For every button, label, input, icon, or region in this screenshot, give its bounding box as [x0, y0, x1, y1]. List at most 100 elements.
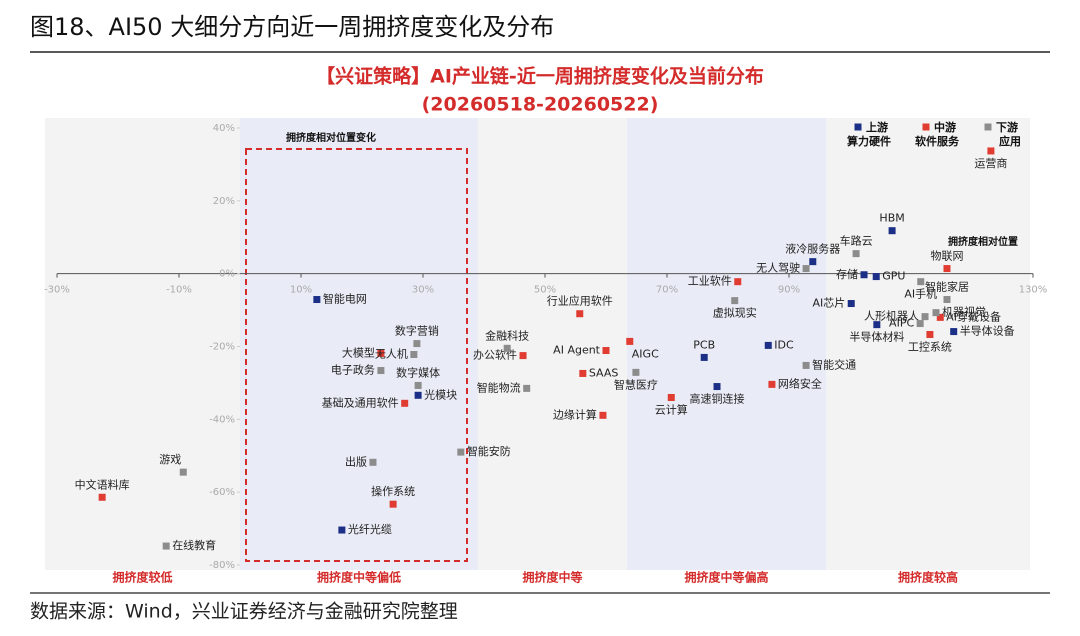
point-label: 电子政务	[331, 363, 375, 377]
data-point	[162, 542, 170, 550]
x-tick-label: 10%	[290, 285, 312, 296]
x-tick-label: 30%	[412, 285, 434, 296]
point-label: 半导体设备	[960, 324, 1015, 338]
data-point	[414, 391, 422, 399]
data-point	[457, 448, 465, 456]
band-background	[627, 118, 826, 570]
annotation: 拥挤度相对位置	[948, 235, 1018, 248]
legend-marker	[922, 123, 930, 131]
x-tick-label: 70%	[656, 285, 678, 296]
x-tick-label: 130%	[1019, 285, 1048, 296]
data-point	[932, 309, 940, 317]
point-label: 工业软件	[688, 274, 732, 288]
point-label: 车路云	[840, 234, 873, 248]
point-label: 大模型	[342, 345, 375, 359]
point-label: 出版	[345, 454, 367, 468]
data-point	[413, 340, 421, 348]
data-point	[809, 258, 817, 266]
data-point	[917, 278, 925, 286]
data-point	[943, 296, 951, 304]
data-point	[936, 313, 944, 321]
legend-label: 上游	[866, 120, 888, 134]
point-label: 游戏	[159, 453, 181, 466]
data-point	[888, 227, 896, 235]
data-point	[579, 369, 587, 377]
data-point	[377, 349, 385, 357]
legend-marker	[854, 123, 862, 131]
chart-subtitle: (20260518-20260522)	[422, 94, 659, 116]
band-label: 拥挤度较高	[898, 570, 958, 585]
data-point	[921, 313, 929, 321]
data-point	[713, 383, 721, 391]
point-label: 无人驾驶	[756, 261, 800, 275]
band-background	[478, 118, 627, 570]
data-point	[602, 347, 610, 355]
data-point	[667, 393, 675, 401]
data-point	[389, 500, 397, 508]
data-point	[872, 273, 880, 281]
data-point	[852, 250, 860, 258]
point-label: 液冷服务器	[785, 242, 840, 256]
point-label: AI Agent	[553, 344, 601, 357]
data-point	[926, 330, 934, 338]
point-label: IDC	[774, 338, 794, 351]
data-point	[802, 265, 810, 273]
point-label: 智能家居	[925, 280, 969, 294]
data-point	[414, 381, 422, 389]
data-point	[599, 411, 607, 419]
data-point	[313, 296, 321, 304]
data-point	[576, 310, 584, 318]
band-background	[45, 118, 240, 570]
data-point	[987, 147, 995, 155]
data-point	[802, 361, 810, 369]
point-label: 边缘计算	[553, 407, 597, 421]
y-tick-label: -60%	[209, 487, 235, 498]
point-label: HBM	[879, 212, 904, 225]
point-label: GPU	[882, 270, 905, 283]
band-label: 拥挤度较低	[112, 570, 172, 585]
data-point	[503, 344, 511, 352]
point-label: SAAS	[589, 366, 619, 379]
point-label: 物联网	[930, 249, 963, 263]
point-label: 存储	[836, 267, 858, 281]
y-tick-label: -20%	[209, 342, 235, 353]
data-point	[764, 341, 772, 349]
point-label: 数字媒体	[396, 365, 440, 379]
data-point	[700, 353, 708, 361]
y-tick-label: 40%	[213, 123, 235, 134]
data-point	[401, 399, 409, 407]
data-point	[179, 468, 187, 476]
legend-sublabel: 应用	[999, 134, 1021, 148]
point-label: AI手机	[904, 287, 937, 301]
band-label: 拥挤度中等	[522, 570, 582, 585]
point-label: 智能电网	[323, 292, 367, 306]
data-point	[731, 297, 739, 305]
legend-label: 下游	[996, 120, 1018, 134]
chart-title: 【兴证策略】AI产业链-近一周拥挤度变化及当前分布	[316, 65, 764, 88]
point-label: 光纤光缆	[348, 522, 392, 536]
data-point	[626, 337, 634, 345]
point-label: 人形机器人	[864, 309, 919, 323]
data-point	[943, 265, 951, 273]
data-point	[873, 321, 881, 329]
band-background	[240, 118, 478, 570]
point-label: AIGC	[632, 347, 659, 360]
x-tick-label: -10%	[166, 285, 192, 296]
point-label: AI穿戴设备	[946, 309, 1001, 323]
data-point	[410, 351, 418, 359]
legend-marker	[984, 123, 992, 131]
data-point	[950, 328, 958, 336]
point-label: AI芯片	[812, 296, 845, 310]
data-point	[338, 526, 346, 534]
band-label: 拥挤度中等偏高	[684, 570, 768, 585]
point-label: PCB	[693, 338, 715, 351]
point-label: 高速铜连接	[690, 392, 745, 406]
data-point	[916, 320, 924, 328]
y-tick-label: 0%	[219, 269, 235, 280]
x-tick-label: 90%	[778, 285, 800, 296]
point-label: 运营商	[974, 156, 1007, 170]
point-label: 基础及通用软件	[322, 395, 399, 409]
data-point	[369, 458, 377, 466]
point-label: 智慧医疗	[614, 377, 658, 391]
legend-label: 中游	[934, 120, 956, 134]
